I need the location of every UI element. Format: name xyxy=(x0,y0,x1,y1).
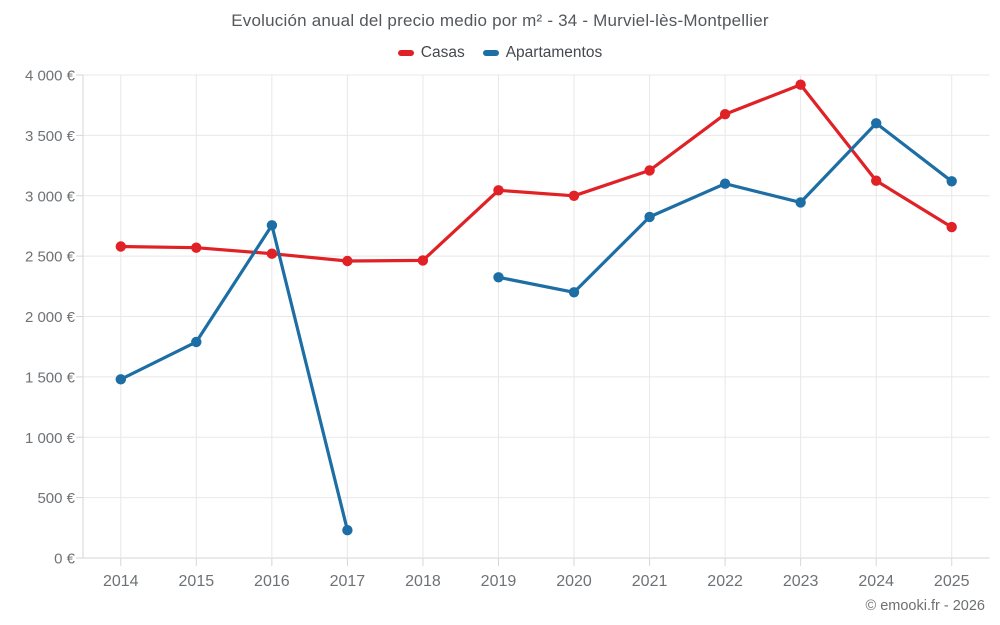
legend-swatch-casas-icon xyxy=(397,50,414,56)
y-axis-label: 1 500 € xyxy=(25,369,76,386)
x-axis-label: 2021 xyxy=(632,573,668,590)
data-point-casas-2014 xyxy=(115,241,127,252)
chart-title: Evolución anual del precio medio por m² … xyxy=(231,11,769,30)
data-point-casas-2018 xyxy=(417,255,429,266)
data-point-casas-2019 xyxy=(493,185,504,196)
data-point-apartamentos-2015 xyxy=(191,336,202,348)
data-point-casas-2016 xyxy=(266,248,278,259)
series-line-apartamentos xyxy=(119,121,954,532)
y-axis-label: 3 000 € xyxy=(25,188,76,205)
legend-item-casas[interactable]: Casas xyxy=(397,44,465,62)
data-point-apartamentos-2025 xyxy=(946,176,957,187)
x-axis-label: 2022 xyxy=(707,573,743,590)
legend-item-apartamentos[interactable]: Apartamentos xyxy=(482,44,603,62)
x-axis-label: 2016 xyxy=(254,573,290,590)
data-point-apartamentos-2016 xyxy=(266,220,278,231)
y-axis-label: 1 000 € xyxy=(25,430,76,447)
y-axis-label: 2 000 € xyxy=(25,309,76,326)
data-point-casas-2015 xyxy=(191,242,202,253)
data-point-casas-2022 xyxy=(719,109,731,120)
x-axis-label: 2017 xyxy=(330,573,366,590)
x-axis-label: 2019 xyxy=(481,573,517,590)
x-axis-label: 2015 xyxy=(179,573,215,590)
credit-footer: © emooki.fr - 2026 xyxy=(865,598,985,614)
data-point-casas-2017 xyxy=(342,255,353,267)
y-axis-label: 3 500 € xyxy=(25,128,76,145)
legend-label-casas: Casas xyxy=(420,44,465,61)
data-point-casas-2021 xyxy=(644,165,655,176)
data-point-apartamentos-2014 xyxy=(115,374,127,385)
chart-legend: Casas Apartamentos xyxy=(0,44,1000,62)
data-point-casas-2025 xyxy=(946,221,957,233)
series-line-casas xyxy=(119,83,954,263)
legend-label-apartamentos: Apartamentos xyxy=(505,44,603,61)
data-point-casas-2020 xyxy=(568,190,580,201)
y-axis-label: 500 € xyxy=(37,490,75,507)
x-axis-label: 2020 xyxy=(556,573,592,590)
y-axis-label: 2 500 € xyxy=(25,249,76,266)
x-axis-label: 2025 xyxy=(934,573,970,590)
x-axis-label: 2018 xyxy=(405,573,441,590)
legend-swatch-apartamentos-icon xyxy=(482,50,499,56)
data-point-apartamentos-2017 xyxy=(342,525,353,536)
data-point-casas-2023 xyxy=(795,79,806,90)
data-point-apartamentos-2021 xyxy=(644,211,655,223)
x-axis-label: 2014 xyxy=(103,573,139,590)
data-point-casas-2024 xyxy=(871,175,882,186)
x-axis-label: 2024 xyxy=(858,573,894,590)
x-axis-label: 2023 xyxy=(783,573,819,590)
y-axis-label: 4 000 € xyxy=(25,68,76,85)
y-axis-label: 0 € xyxy=(54,551,76,568)
data-point-apartamentos-2023 xyxy=(795,197,806,208)
data-point-apartamentos-2020 xyxy=(568,287,580,298)
data-point-apartamentos-2022 xyxy=(719,178,731,189)
data-point-apartamentos-2024 xyxy=(871,118,882,129)
data-point-apartamentos-2019 xyxy=(493,272,504,283)
